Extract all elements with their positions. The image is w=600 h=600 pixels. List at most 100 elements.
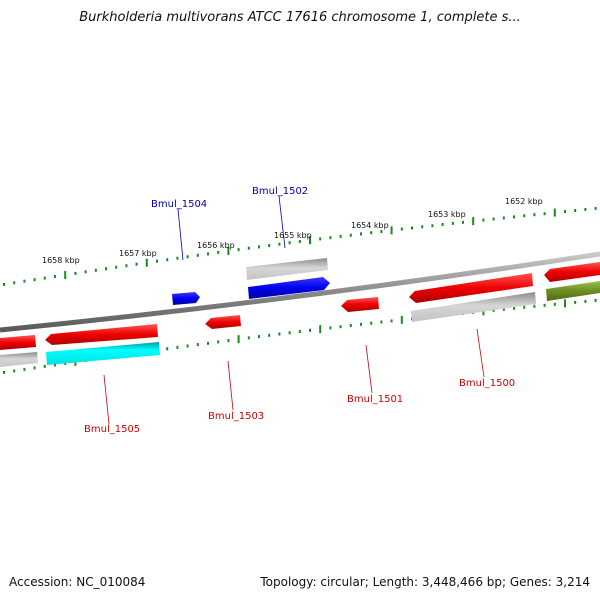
- forward-strand-features: [172, 258, 600, 305]
- minor-tick: [594, 298, 597, 302]
- minor-tick: [492, 308, 495, 312]
- minor-tick: [268, 333, 271, 337]
- minor-tick: [533, 304, 536, 308]
- minor-tick: [186, 344, 189, 348]
- minor-tick: [339, 234, 342, 238]
- minor-tick: [196, 253, 199, 257]
- minor-tick: [258, 245, 260, 249]
- gene-label-bmul-1503[interactable]: Bmul_1503: [208, 411, 264, 422]
- tick-label: 1658 kbp: [42, 256, 80, 265]
- minor-tick: [288, 241, 291, 245]
- major-tick: [319, 325, 322, 334]
- gene-arrow-bmul-1504[interactable]: [172, 292, 200, 305]
- major-tick: [227, 247, 230, 255]
- gene-arrow-right-edge[interactable]: [544, 262, 600, 282]
- gene-arrow-bmul-1502[interactable]: [248, 277, 330, 299]
- gene-label-bmul-1505[interactable]: Bmul_1505: [84, 424, 140, 435]
- leader-line: [476, 328, 485, 378]
- minor-tick: [33, 278, 36, 282]
- minor-tick: [400, 227, 403, 231]
- minor-tick: [298, 330, 301, 333]
- minor-tick: [349, 233, 352, 237]
- major-tick: [390, 226, 393, 235]
- tick-label: 1655 kbp: [274, 231, 312, 240]
- minor-tick: [298, 240, 301, 243]
- chromosome-backbone: [0, 251, 600, 333]
- minor-tick: [135, 262, 138, 266]
- minor-tick: [237, 248, 240, 252]
- minor-tick: [166, 347, 169, 351]
- minor-tick: [3, 370, 5, 374]
- minor-tick: [33, 366, 36, 370]
- minor-tick: [441, 223, 444, 226]
- major-tick: [309, 236, 311, 245]
- minor-tick: [94, 268, 97, 272]
- minor-tick: [309, 328, 311, 332]
- minor-tick: [207, 252, 209, 256]
- homolog-track-grey[interactable]: [0, 352, 38, 367]
- major-tick: [472, 217, 475, 226]
- minor-tick: [482, 218, 485, 222]
- tick-label: 1652 kbp: [505, 197, 543, 206]
- minor-tick: [207, 341, 209, 345]
- minor-tick: [584, 299, 587, 303]
- minor-tick: [278, 332, 281, 336]
- minor-tick: [247, 246, 250, 250]
- minor-tick: [380, 320, 383, 324]
- minor-tick: [564, 210, 566, 214]
- minor-tick: [319, 237, 322, 241]
- minor-tick: [176, 345, 179, 349]
- upper-tick-row: [3, 206, 597, 286]
- gene-arrow-left-edge[interactable]: [0, 335, 36, 350]
- major-tick: [64, 271, 67, 279]
- minor-tick: [513, 215, 515, 219]
- major-tick: [237, 335, 240, 344]
- minor-tick: [268, 244, 271, 247]
- minor-tick: [54, 363, 56, 367]
- gene-label-bmul-1502[interactable]: Bmul_1502: [252, 186, 308, 197]
- minor-tick: [574, 300, 577, 304]
- tick-labels: 1658 kbp 1657 kbp 1656 kbp 1655 kbp 1654…: [42, 197, 543, 265]
- minor-tick: [502, 307, 505, 311]
- minor-tick: [247, 336, 250, 340]
- rna-feature-cyan[interactable]: [46, 342, 160, 365]
- gene-arrow-bmul-1505[interactable]: [45, 324, 158, 345]
- minor-tick: [196, 343, 199, 347]
- minor-tick: [74, 271, 77, 275]
- minor-tick: [451, 221, 454, 225]
- tick-label: 1654 kbp: [351, 221, 389, 230]
- minor-tick: [553, 302, 556, 306]
- minor-tick: [13, 281, 16, 285]
- gene-labels: Bmul_1504 Bmul_1502 Bmul_1505 Bmul_1503 …: [84, 186, 515, 435]
- minor-tick: [3, 282, 5, 286]
- major-tick: [553, 208, 556, 217]
- tick-label: 1656 kbp: [197, 241, 235, 250]
- major-tick: [400, 315, 403, 324]
- reverse-strand-features: [0, 273, 536, 367]
- minor-tick: [360, 232, 362, 236]
- tick-label: 1653 kbp: [428, 210, 466, 219]
- minor-tick: [43, 276, 46, 280]
- minor-tick: [105, 267, 107, 271]
- gene-label-bmul-1500[interactable]: Bmul_1500: [459, 378, 515, 389]
- gene-arrow-bmul-1503[interactable]: [205, 315, 241, 329]
- minor-tick: [84, 270, 87, 274]
- minor-tick: [574, 209, 577, 212]
- minor-tick: [23, 279, 26, 283]
- gene-arrow-bmul-1500[interactable]: [409, 273, 533, 303]
- minor-tick: [513, 306, 515, 310]
- homolog-track-olive[interactable]: [546, 281, 600, 301]
- leader-line: [177, 208, 184, 261]
- homolog-track-grey[interactable]: [246, 258, 328, 280]
- tick-label: 1657 kbp: [119, 249, 157, 258]
- minor-tick: [125, 264, 128, 268]
- minor-tick: [421, 225, 424, 229]
- homolog-track-grey[interactable]: [411, 292, 536, 322]
- gene-label-bmul-1504[interactable]: Bmul_1504: [151, 199, 207, 210]
- minor-tick: [23, 367, 26, 371]
- minor-tick: [186, 255, 189, 259]
- minor-tick: [156, 259, 158, 263]
- gene-label-bmul-1501[interactable]: Bmul_1501: [347, 394, 403, 405]
- gene-arrow-bmul-1501[interactable]: [341, 297, 379, 312]
